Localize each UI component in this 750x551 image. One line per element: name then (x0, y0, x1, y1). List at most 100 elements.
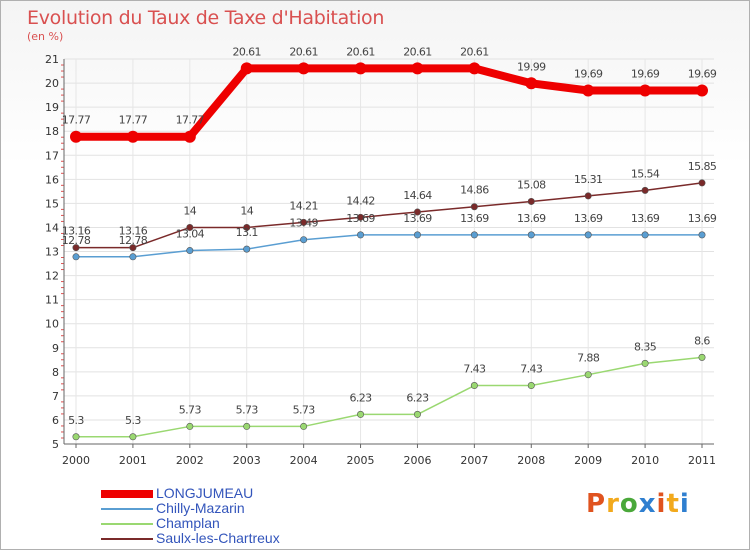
data-point-longjumeau (240, 62, 253, 75)
data-point-chilly-mazarin (470, 231, 478, 239)
series-saulx-les-chartreux (72, 179, 706, 252)
data-point-longjumeau (582, 84, 595, 97)
legend-label: Champlan (156, 515, 220, 531)
x-tick-label: 2002 (176, 454, 204, 467)
series-line-saulx-les-chartreux (76, 182, 703, 249)
data-label-champlan: 5.73 (236, 403, 259, 416)
data-point-chilly-mazarin (698, 231, 706, 239)
data-labels-layer: 5.3 5.3 5.73 5.73 5.73 6.23 6.23 7.43 7.43 7.88 8.… (62, 45, 718, 427)
data-point-saulx-les-chartreux (186, 223, 194, 231)
y-tick-label: 18 (45, 125, 59, 138)
data-point-chilly-mazarin (584, 231, 592, 239)
data-label-chilly-mazarin: 13.49 (289, 217, 318, 230)
data-point-saulx-les-chartreux (470, 203, 478, 211)
data-label-chilly-mazarin: 13.04 (176, 228, 205, 241)
logo-letter: i (679, 489, 690, 519)
data-label-champlan: 5.73 (179, 403, 202, 416)
data-point-chilly-mazarin (641, 231, 649, 239)
data-label-saulx-les-chartreux: 14.86 (460, 184, 489, 197)
data-label-champlan: 7.88 (577, 352, 600, 365)
data-label-longjumeau: 20.61 (460, 45, 489, 58)
legend-swatch (101, 523, 153, 525)
data-point-longjumeau (696, 84, 708, 97)
x-tick-label: 2000 (62, 454, 90, 467)
data-point-champlan (186, 422, 194, 430)
data-point-champlan (413, 410, 421, 418)
data-point-longjumeau (297, 62, 310, 75)
data-label-saulx-les-chartreux: 15.54 (631, 167, 660, 180)
data-label-champlan: 7.43 (463, 363, 486, 376)
legend-label: LONGJUMEAU (156, 485, 254, 501)
series-line-chilly-mazarin (76, 234, 702, 258)
data-point-longjumeau (354, 62, 367, 75)
data-label-saulx-les-chartreux: 14 (183, 204, 196, 217)
x-tick-label: 2003 (233, 454, 261, 467)
data-point-champlan (243, 422, 251, 430)
data-point-chilly-mazarin (129, 253, 137, 261)
data-point-longjumeau (183, 130, 196, 143)
x-tick-label: 2004 (290, 454, 318, 467)
data-label-longjumeau: 20.61 (403, 45, 432, 58)
data-label-champlan: 6.23 (406, 391, 429, 404)
y-tick-label: 9 (52, 342, 59, 355)
data-label-longjumeau: 19.99 (517, 60, 546, 73)
data-label-saulx-les-chartreux: 13.16 (62, 225, 91, 238)
x-tick-label: 2011 (688, 454, 716, 467)
data-point-saulx-les-chartreux (413, 208, 421, 216)
logo-letter: t (666, 489, 680, 519)
data-label-longjumeau: 19.69 (631, 68, 660, 81)
data-label-saulx-les-chartreux: 15.08 (517, 178, 546, 191)
logo-letter: o (619, 489, 639, 519)
y-tick-label: 19 (45, 101, 59, 114)
y-tick-label: 10 (45, 318, 59, 331)
y-tick-label: 12 (45, 270, 59, 283)
logo-letter: P (586, 489, 607, 519)
data-point-champlan (584, 371, 592, 379)
data-point-longjumeau (639, 84, 652, 97)
data-label-chilly-mazarin: 12.78 (119, 234, 148, 247)
data-point-saulx-les-chartreux (698, 179, 706, 187)
data-point-champlan (527, 382, 535, 390)
data-label-longjumeau: 20.61 (232, 45, 261, 58)
data-point-champlan (641, 359, 649, 367)
x-tick-label: 2008 (517, 454, 545, 467)
data-label-longjumeau: 20.61 (346, 45, 375, 58)
data-label-saulx-les-chartreux: 14.21 (289, 199, 318, 212)
data-label-champlan: 8.35 (634, 340, 657, 353)
data-point-chilly-mazarin (300, 236, 308, 244)
data-point-saulx-les-chartreux (300, 218, 308, 226)
legend-swatch (101, 538, 153, 540)
series-layer (70, 62, 708, 441)
logo-letter: r (606, 489, 620, 519)
series-chilly-mazarin (72, 231, 706, 261)
y-tick-label: 5 (52, 438, 59, 451)
series-longjumeau (70, 62, 708, 143)
data-label-chilly-mazarin: 12.78 (62, 234, 91, 247)
data-label-champlan: 5.73 (293, 403, 316, 416)
data-label-chilly-mazarin: 13.69 (574, 212, 603, 225)
data-label-chilly-mazarin: 13.69 (460, 212, 489, 225)
data-label-chilly-mazarin: 13.69 (688, 212, 717, 225)
grid-lines (64, 58, 714, 445)
data-point-champlan (470, 382, 478, 390)
data-point-chilly-mazarin (357, 231, 365, 239)
y-tick-label: 17 (45, 149, 59, 162)
y-tick-label: 7 (52, 390, 59, 403)
data-point-saulx-les-chartreux (357, 213, 365, 221)
data-label-chilly-mazarin: 13.1 (236, 226, 258, 239)
data-label-champlan: 5.3 (125, 414, 141, 427)
logo-letter: x (638, 489, 657, 519)
y-tick-label: 20 (45, 77, 59, 90)
x-tick-label: 2010 (631, 454, 659, 467)
data-point-saulx-les-chartreux (641, 186, 649, 194)
data-point-longjumeau (525, 77, 538, 90)
axes: 5 6 7 8 9 10 11 12 13 14 15 16 17 18 19 20 21 2000 2001 200… (45, 53, 716, 467)
x-tick-label: 2006 (403, 454, 431, 467)
y-tick-label: 13 (45, 246, 59, 259)
data-point-saulx-les-chartreux (72, 244, 80, 252)
data-point-saulx-les-chartreux (584, 192, 592, 200)
series-line-champlan (76, 356, 703, 438)
x-tick-label: 2005 (347, 454, 375, 467)
data-point-longjumeau (468, 62, 481, 75)
